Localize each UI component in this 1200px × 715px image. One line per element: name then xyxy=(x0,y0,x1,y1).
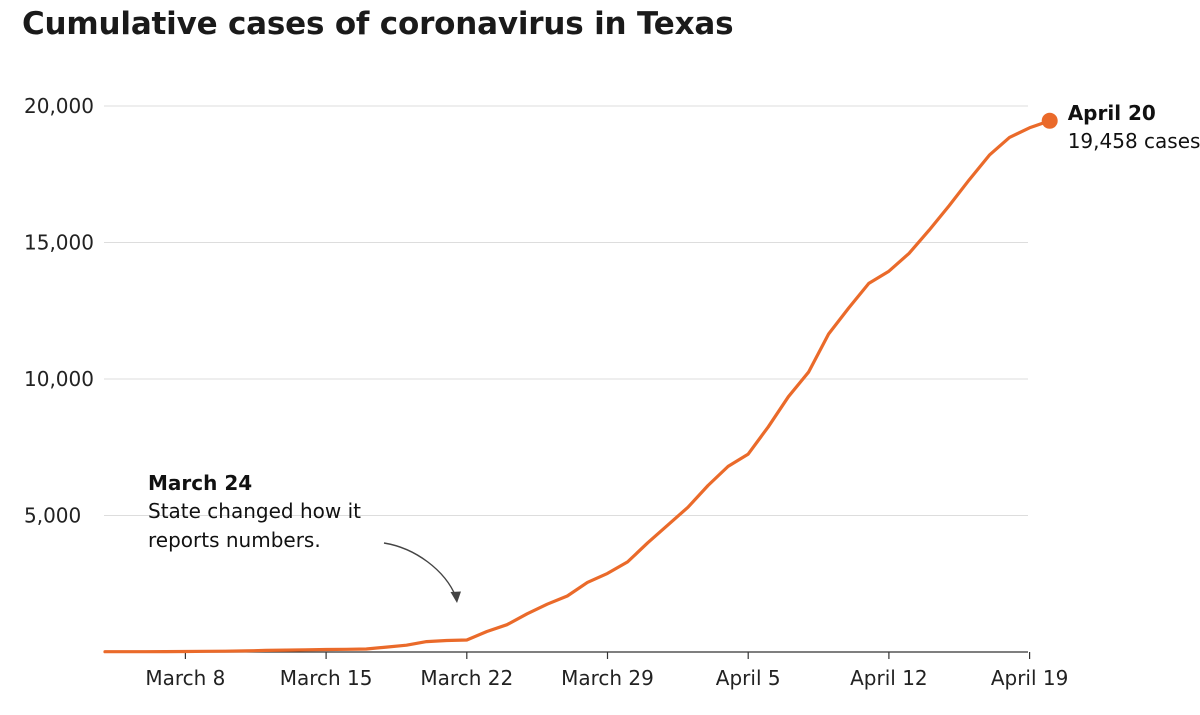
change-annotation-line1: State changed how it xyxy=(148,499,361,523)
end-point-marker xyxy=(1041,112,1058,129)
x-tick-label: March 22 xyxy=(420,666,513,690)
change-annotation-line2: reports numbers. xyxy=(148,528,321,552)
x-tick-label: April 12 xyxy=(850,666,928,690)
end-annotation-date: April 20 xyxy=(1068,101,1156,125)
x-tick-label: March 29 xyxy=(561,666,654,690)
x-tick-label: March 15 xyxy=(280,666,373,690)
end-annotation-count: 19,458 cases xyxy=(1068,129,1200,153)
y-axis-ticks: 5,000 10,000 15,000 20,000 xyxy=(24,94,94,528)
gridlines xyxy=(104,105,1028,516)
annotation-arrow xyxy=(383,542,457,598)
x-tick-label: March 8 xyxy=(145,666,225,690)
y-tick-label: 10,000 xyxy=(24,367,94,391)
x-tick-label: April 19 xyxy=(991,666,1069,690)
y-tick-label: 20,000 xyxy=(24,94,94,118)
cases-series-line xyxy=(103,119,1052,654)
y-tick-label: 15,000 xyxy=(24,231,94,255)
y-tick-label: 5,000 xyxy=(24,504,81,528)
x-tick-label: April 5 xyxy=(716,666,781,690)
change-annotation-date: March 24 xyxy=(148,471,252,495)
annotation-arrowhead xyxy=(450,591,461,603)
x-axis-ticks: March 8 March 15 March 22 March 29 April 5 Ap… xyxy=(145,652,1068,690)
chart-title: Cumulative cases of coronavirus in Texas xyxy=(22,6,734,42)
